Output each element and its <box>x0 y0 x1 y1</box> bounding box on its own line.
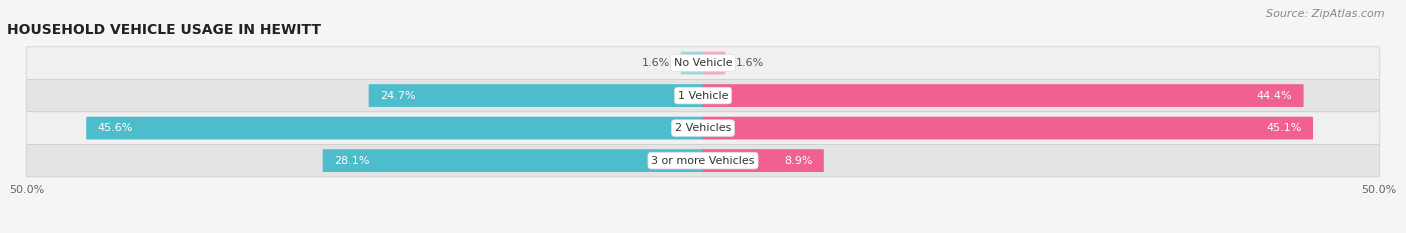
FancyBboxPatch shape <box>703 84 1303 107</box>
Text: 45.6%: 45.6% <box>97 123 134 133</box>
Text: 3 or more Vehicles: 3 or more Vehicles <box>651 156 755 166</box>
Text: 1.6%: 1.6% <box>735 58 763 68</box>
FancyBboxPatch shape <box>27 79 1379 112</box>
Text: 44.4%: 44.4% <box>1257 91 1292 101</box>
Text: Source: ZipAtlas.com: Source: ZipAtlas.com <box>1267 9 1385 19</box>
Text: 2 Vehicles: 2 Vehicles <box>675 123 731 133</box>
Text: HOUSEHOLD VEHICLE USAGE IN HEWITT: HOUSEHOLD VEHICLE USAGE IN HEWITT <box>7 23 321 37</box>
FancyBboxPatch shape <box>323 149 703 172</box>
FancyBboxPatch shape <box>86 117 703 140</box>
Text: No Vehicle: No Vehicle <box>673 58 733 68</box>
Text: 45.1%: 45.1% <box>1267 123 1302 133</box>
Text: 8.9%: 8.9% <box>785 156 813 166</box>
FancyBboxPatch shape <box>27 112 1379 144</box>
Text: 28.1%: 28.1% <box>335 156 370 166</box>
Legend: Owner-occupied, Renter-occupied: Owner-occupied, Renter-occupied <box>581 230 825 233</box>
FancyBboxPatch shape <box>703 52 725 75</box>
FancyBboxPatch shape <box>703 149 824 172</box>
FancyBboxPatch shape <box>27 47 1379 79</box>
FancyBboxPatch shape <box>681 52 703 75</box>
FancyBboxPatch shape <box>368 84 703 107</box>
Text: 24.7%: 24.7% <box>380 91 416 101</box>
Text: 1 Vehicle: 1 Vehicle <box>678 91 728 101</box>
FancyBboxPatch shape <box>27 144 1379 177</box>
FancyBboxPatch shape <box>703 117 1313 140</box>
Text: 1.6%: 1.6% <box>643 58 671 68</box>
